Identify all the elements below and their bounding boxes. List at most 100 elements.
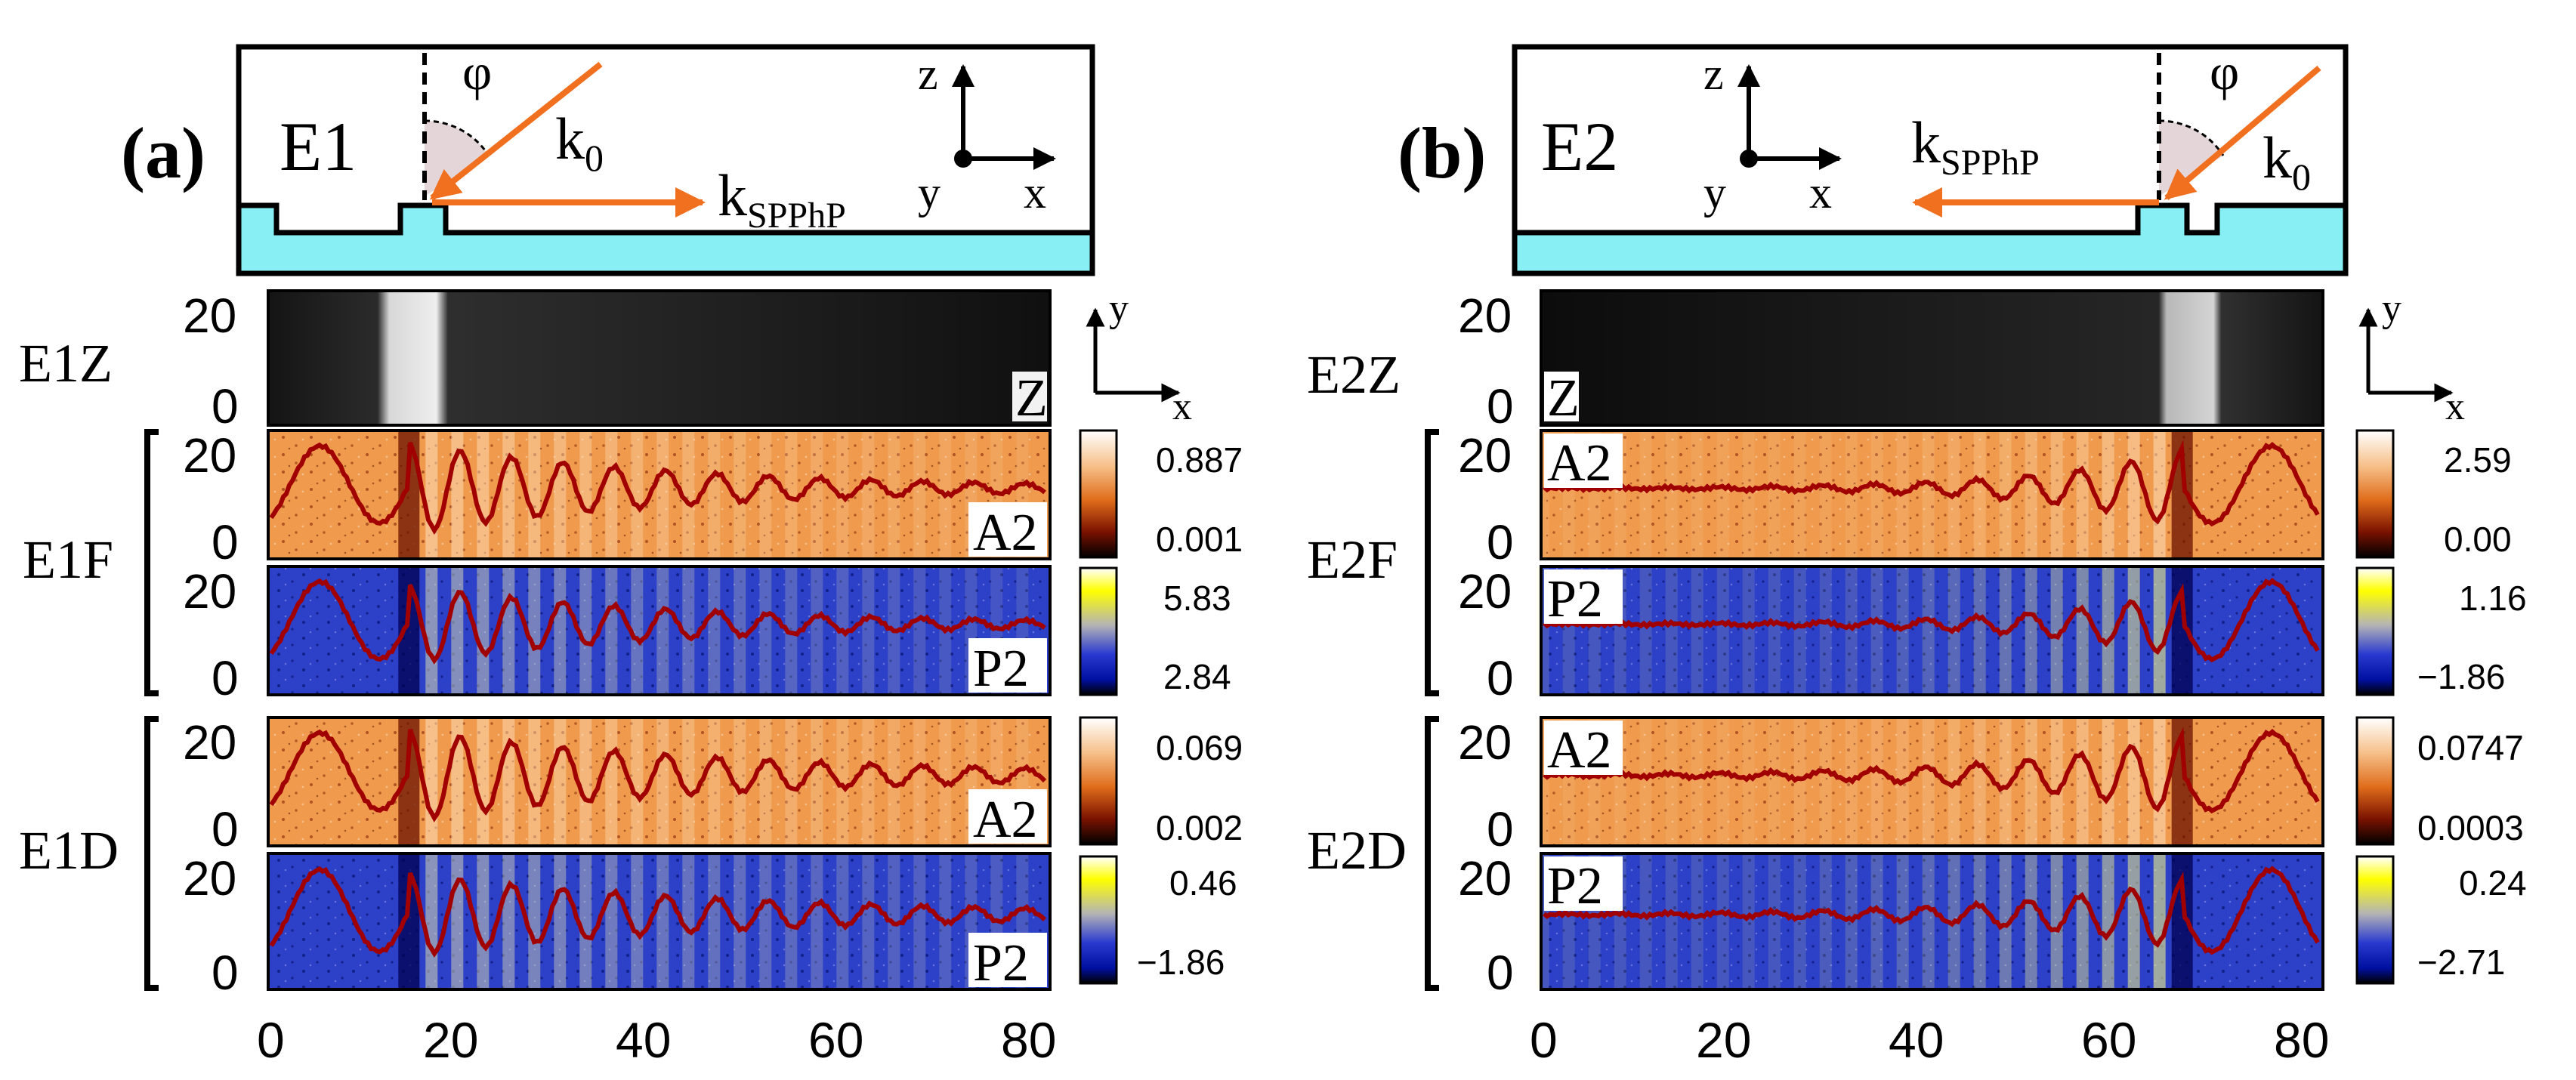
sample-label: E2 xyxy=(1541,108,1618,185)
channel-label-f-amp: A2 xyxy=(973,504,1038,562)
fringe-stripe xyxy=(1870,853,1883,989)
colorbar-d-amp xyxy=(2355,716,2395,846)
schematic-a: (a) E1 φ k0 kSPPhP z y x xyxy=(121,43,1095,276)
channel-label-d-amp: A2 xyxy=(1547,721,1612,779)
fringe-stripe xyxy=(1999,717,2012,846)
colorbar-f-amp xyxy=(2355,429,2395,559)
ytick-fph-0: 0 xyxy=(212,651,239,705)
xtick-60: 60 xyxy=(2081,1012,2136,1068)
fringe-stripe xyxy=(734,430,746,559)
fringe-stripe xyxy=(477,717,490,846)
ytick-dph-0: 0 xyxy=(212,946,239,1000)
fringe-stripe xyxy=(2102,853,2114,989)
k0-label: k0 xyxy=(2262,125,2311,198)
fringe-stripe xyxy=(1793,853,1806,989)
row-label-f: E2F xyxy=(1307,529,1398,590)
cb-f-amp-max: 0.887 xyxy=(1156,440,1243,480)
fringe-stripe xyxy=(1819,566,1832,695)
ytick-topo-20: 20 xyxy=(183,289,236,343)
ytick-famp-0: 0 xyxy=(1487,515,1514,569)
topo-map xyxy=(1540,289,2324,427)
fringe-stripe xyxy=(1793,566,1806,695)
fringe-stripe xyxy=(1691,566,1703,695)
incident-beam-arrow xyxy=(429,61,603,201)
fringe-stripe xyxy=(502,566,515,695)
cb-f-phase-min: 2.84 xyxy=(1163,657,1231,696)
xtick-40: 40 xyxy=(1889,1012,1944,1068)
cb-d-phase-max: 0.24 xyxy=(2459,863,2527,903)
fringe-stripe xyxy=(1742,853,1755,989)
kspp-label: kSPPhP xyxy=(718,162,846,236)
fringe-stripe xyxy=(1793,430,1806,559)
cb-d-amp-max: 0.069 xyxy=(1156,728,1243,767)
xtick-20: 20 xyxy=(1696,1012,1751,1068)
row-label-d: E1D xyxy=(19,820,119,881)
channel-label-topo: Z xyxy=(1547,369,1580,427)
ytick-fph-20: 20 xyxy=(183,564,236,619)
fringe-stripe xyxy=(2102,717,2114,846)
fringe-stripe xyxy=(2025,853,2037,989)
bracket-f xyxy=(1425,429,1439,696)
fringe-stripe xyxy=(2102,566,2114,695)
y-axis-dot xyxy=(954,150,972,168)
cb-d-phase-max: 0.46 xyxy=(1169,863,1237,903)
fringe-stripe xyxy=(554,566,567,695)
fringe-stripe xyxy=(682,566,695,695)
panel-label: (b) xyxy=(1398,113,1486,193)
cb-f-phase-max: 5.83 xyxy=(1163,579,1231,618)
fringe-stripe xyxy=(1999,853,2012,989)
colorbars-b: 2.59 0.00 1.16 −1.86 0.0747 0.0003 0.24 … xyxy=(2355,429,2527,985)
fringe-stripe xyxy=(708,430,721,559)
fringe-stripe xyxy=(1768,430,1781,559)
xtick-60: 60 xyxy=(808,1012,863,1068)
fringe-stripe xyxy=(605,717,618,846)
fringe-stripe xyxy=(682,717,695,846)
fringe-stripe xyxy=(1768,717,1781,846)
fringe-stripe xyxy=(2050,430,2063,559)
fringe-stripe xyxy=(1716,430,1729,559)
fringe-stripe xyxy=(2076,566,2089,695)
cb-d-phase-min: −2.71 xyxy=(2417,943,2505,982)
fringe-stripe xyxy=(734,566,746,695)
ytick-damp-0: 0 xyxy=(212,802,239,856)
xtick-40: 40 xyxy=(616,1012,671,1068)
fringe-stripe xyxy=(631,566,644,695)
row-label-d: E2D xyxy=(1307,820,1407,881)
colorbar-d-phase xyxy=(2355,855,2395,985)
topo-row-a: Z E1Z y x xyxy=(19,287,1192,428)
fringe-stripe xyxy=(1665,566,1678,695)
line-profile xyxy=(269,866,1047,958)
line-profile xyxy=(269,442,1046,535)
fringe-stripe xyxy=(759,717,772,846)
channel-label-f-phase: P2 xyxy=(973,640,1029,698)
fringe-stripe xyxy=(477,430,490,559)
y-ticks-a: 20 0 20 0 20 0 20 0 20 0 xyxy=(183,289,239,1000)
fringe-stripe xyxy=(1870,566,1883,695)
fringe-stripe xyxy=(2076,717,2089,846)
fringe-stripe xyxy=(579,853,592,989)
map-axis-y: y xyxy=(2382,287,2401,330)
angle-label: φ xyxy=(462,43,492,100)
fringe-stripe xyxy=(1665,717,1678,846)
fringe-stripe xyxy=(1768,566,1781,695)
schematic-b: (b) E2 φ k0 kSPPhP z y x xyxy=(1398,43,2349,276)
fringe-stripe xyxy=(528,717,541,846)
fringe-stripe xyxy=(554,430,567,559)
fringe-stripe xyxy=(528,853,541,989)
fringe-stripe xyxy=(913,853,926,989)
fringe-stripe xyxy=(1793,717,1806,846)
fringe-stripe xyxy=(1691,430,1703,559)
axis-y-label: y xyxy=(1703,168,1726,218)
map-axis-x: x xyxy=(2445,385,2465,428)
fringe-stripe xyxy=(605,566,618,695)
fringe-stripe xyxy=(734,717,746,846)
colorbar-f-phase xyxy=(1079,566,1118,696)
fringe-stripe xyxy=(502,853,515,989)
ytick-fph-20: 20 xyxy=(1458,564,1512,619)
xtick-0: 0 xyxy=(257,1012,285,1068)
fringe-stripe xyxy=(1665,853,1678,989)
fringe-stripe xyxy=(862,853,875,989)
fringe-stripe xyxy=(425,566,438,695)
fringe-stripe xyxy=(631,853,644,989)
